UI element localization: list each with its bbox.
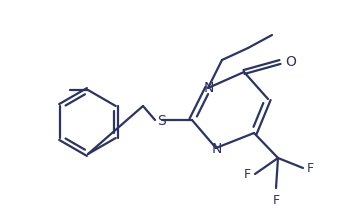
Text: N: N bbox=[204, 81, 214, 95]
Text: F: F bbox=[244, 168, 251, 180]
Text: F: F bbox=[272, 194, 280, 207]
Text: O: O bbox=[285, 55, 296, 69]
Text: F: F bbox=[307, 161, 314, 175]
Text: S: S bbox=[158, 114, 166, 128]
Text: N: N bbox=[212, 142, 222, 156]
